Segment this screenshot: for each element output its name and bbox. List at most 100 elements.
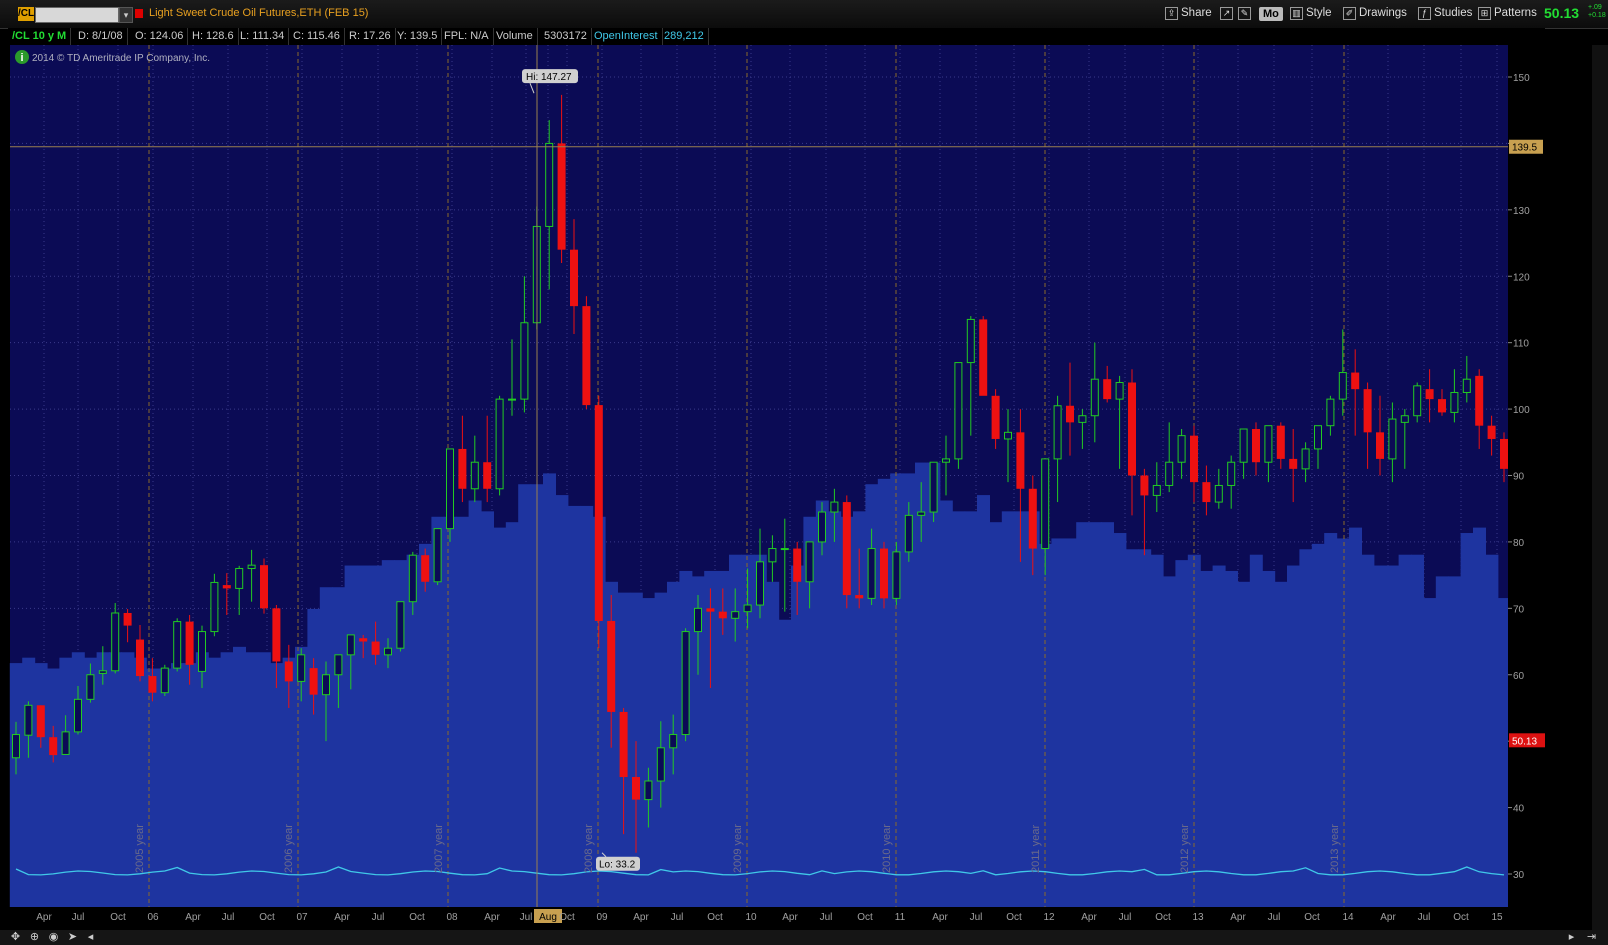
flag-icon[interactable]	[135, 9, 143, 18]
candle	[1140, 468, 1149, 556]
studies-button[interactable]: ƒ Studies	[1418, 5, 1472, 22]
volume-bar	[1026, 511, 1040, 907]
candle-body	[1140, 475, 1149, 496]
candle	[173, 618, 182, 672]
x-tick-label: Jul	[820, 912, 833, 923]
mo-button[interactable]: Mo	[1259, 7, 1283, 21]
volume-bar	[47, 668, 60, 907]
wrench-icon[interactable]: ✎	[1238, 5, 1251, 22]
candle-body	[718, 611, 727, 619]
expand-icon[interactable]: ↗	[1220, 5, 1233, 22]
scroll-left-icon[interactable]: ◂	[87, 931, 94, 943]
candle	[880, 541, 888, 609]
volume-bar	[1373, 565, 1387, 907]
scroll-end-icon[interactable]: ⇥	[1586, 931, 1597, 943]
candle-body	[855, 595, 864, 599]
volume-bar	[977, 495, 990, 907]
price-chart[interactable]: 15014013012011010090807060504030139.550.…	[0, 45, 1592, 930]
x-tick-label: Oct	[707, 912, 723, 923]
volume-bar	[902, 473, 916, 907]
candle-body	[136, 639, 144, 677]
candle-body	[780, 548, 789, 551]
volume-bar	[332, 587, 346, 907]
volume-bar	[1324, 533, 1338, 907]
volume-bar	[381, 560, 395, 907]
y-tick-label: 80	[1513, 538, 1525, 549]
patterns-button[interactable]: ⊞ Patterns	[1478, 5, 1537, 22]
candle	[1252, 422, 1260, 476]
candle	[24, 701, 33, 758]
volume-bar	[171, 663, 184, 907]
candle-body	[210, 581, 219, 633]
candle	[123, 608, 132, 643]
volume-bar	[443, 516, 457, 907]
timeframe-label[interactable]: /CL 10 y M	[8, 28, 72, 45]
cursor-icon[interactable]: ➤	[67, 931, 78, 943]
style-button[interactable]: ▥ Style	[1290, 5, 1332, 22]
symbol-dropdown-icon[interactable]: ▾	[119, 7, 133, 23]
x-crosshair-bg	[534, 909, 562, 923]
bottom-toolbar: ✥ ⊕ ◉ ➤ ◂ ▸ ⇥	[0, 930, 1608, 945]
hi-callout-pointer	[529, 82, 535, 94]
info-oi-value: 289,212	[660, 28, 709, 45]
volume-bar	[1497, 598, 1511, 907]
zoom-in-icon[interactable]: ⊕	[29, 931, 40, 943]
candle-body	[1078, 415, 1087, 423]
volume-bar	[96, 652, 110, 907]
candle-body	[1314, 425, 1322, 450]
candle	[371, 621, 380, 665]
volume-bar	[1262, 570, 1276, 907]
candle	[272, 605, 281, 689]
candle	[917, 482, 926, 542]
candle	[743, 568, 752, 629]
candle-body	[272, 608, 281, 662]
right-sidebar[interactable]	[1592, 45, 1608, 930]
candle-body	[235, 567, 244, 589]
info-close: C: 115.46	[289, 28, 345, 45]
volume-bar	[729, 554, 742, 907]
svg-text:i: i	[20, 52, 23, 64]
candle	[1004, 409, 1012, 483]
volume-bar	[1163, 576, 1176, 907]
drawings-button[interactable]: ✐ Drawings	[1343, 5, 1407, 22]
crosshair-price-text: 139.5	[1512, 143, 1537, 154]
candle-body	[805, 541, 814, 583]
candle-body	[1450, 391, 1459, 413]
candle-body	[768, 548, 777, 563]
candle-body	[1276, 425, 1285, 459]
x-tick-label: 13	[1192, 912, 1204, 923]
candle-body	[632, 777, 640, 800]
candle-body	[619, 711, 628, 778]
x-tick-label: Apr	[484, 912, 500, 923]
share-button[interactable]: ⇪ Share	[1165, 5, 1212, 22]
symbol-input[interactable]	[35, 7, 119, 23]
x-tick-label: 14	[1342, 912, 1354, 923]
symbol-badge[interactable]: /CL	[18, 7, 35, 21]
volume-bar	[1349, 527, 1362, 907]
y-tick-label: 130	[1513, 206, 1530, 217]
x-tick-label: Jul	[222, 912, 235, 923]
year-label: 2013 year	[1329, 824, 1341, 873]
pan-icon[interactable]: ✥	[10, 931, 21, 943]
candle-body	[1363, 389, 1372, 433]
volume-bar	[1175, 560, 1189, 907]
candle-body	[1400, 415, 1409, 423]
candle	[1462, 355, 1471, 403]
info-fpl: FPL: N/A	[440, 28, 494, 45]
info-icon[interactable]	[15, 50, 29, 64]
candle	[966, 316, 975, 436]
candle	[632, 741, 640, 853]
volume-bar	[1150, 554, 1164, 907]
volume-bar	[369, 565, 383, 907]
hi-lo-callouts: Hi: 147.27 Lo: 33.2	[522, 69, 640, 871]
volume-bar	[555, 495, 569, 907]
candle-body	[681, 631, 690, 736]
info-volume-value: 5303172	[540, 28, 592, 45]
volume-bar	[493, 527, 507, 907]
zoom-icon[interactable]: ◉	[48, 931, 59, 943]
scroll-right-icon[interactable]: ▸	[1568, 931, 1575, 943]
candle	[1388, 402, 1397, 483]
candle-body	[1462, 378, 1471, 393]
candle	[160, 664, 169, 697]
candle	[1264, 425, 1273, 483]
